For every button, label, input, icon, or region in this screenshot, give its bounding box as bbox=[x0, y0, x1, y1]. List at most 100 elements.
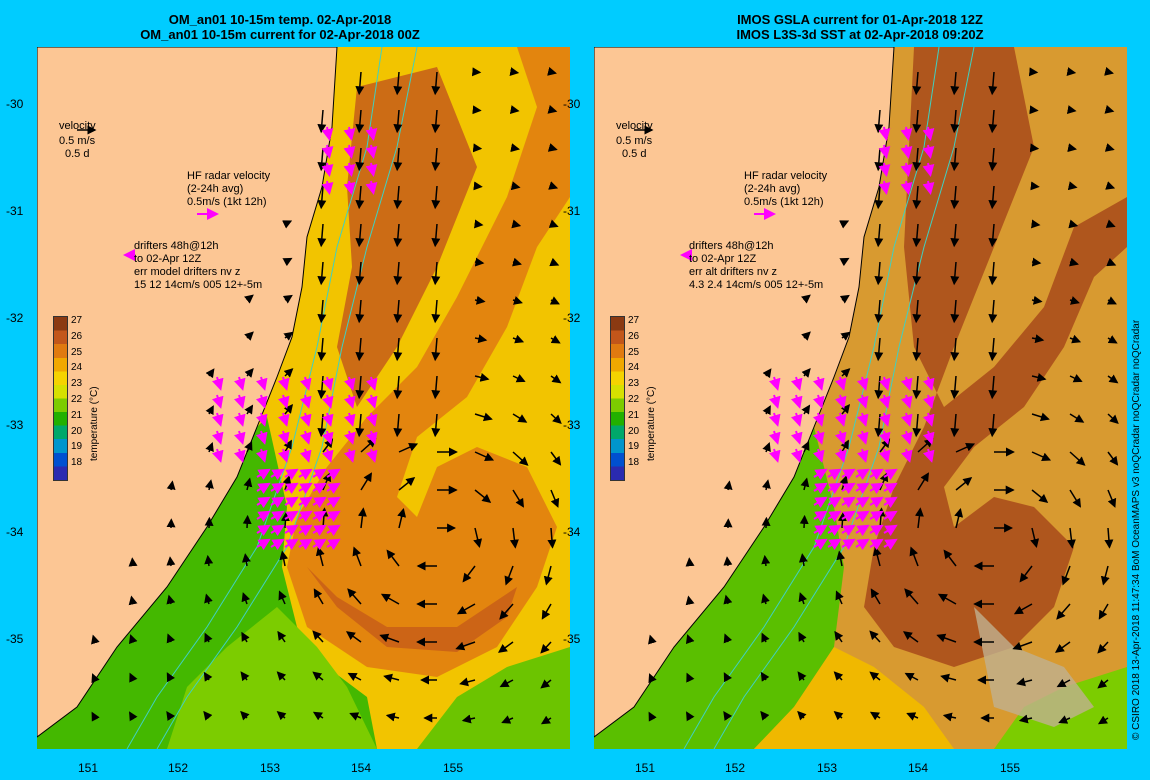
hf-radar-arrow bbox=[768, 376, 781, 391]
velocity-arrow bbox=[723, 594, 733, 605]
velocity-arrow bbox=[760, 710, 770, 721]
velocity-arrow bbox=[955, 443, 976, 453]
hf-radar-arrow bbox=[827, 482, 842, 495]
hf-radar-arrow bbox=[883, 496, 898, 509]
left-y-tick-label: -34 bbox=[6, 525, 24, 539]
velocity-arrow bbox=[686, 711, 695, 722]
velocity-arrow bbox=[1105, 181, 1116, 190]
velocity-arrow bbox=[1056, 603, 1071, 620]
velocity-arrow bbox=[1061, 565, 1071, 586]
hf-radar-arrow bbox=[900, 126, 913, 141]
hf-radar-arrow bbox=[211, 430, 224, 445]
velocity-arrow bbox=[988, 109, 998, 134]
velocity-arrow bbox=[950, 261, 960, 286]
velocity-arrow bbox=[393, 109, 403, 134]
right-colorbar bbox=[610, 316, 625, 481]
velocity-arrow bbox=[317, 337, 327, 362]
left-x-tick-label: 153 bbox=[259, 761, 281, 775]
hf-radar-arrow bbox=[321, 448, 334, 463]
velocity-arrow bbox=[317, 109, 327, 134]
velocity-arrow bbox=[1067, 143, 1077, 153]
velocity-arrow bbox=[988, 299, 998, 324]
velocity-arrow bbox=[166, 556, 176, 567]
velocity-arrow bbox=[914, 507, 924, 529]
velocity-arrow bbox=[473, 527, 483, 549]
velocity-arrow bbox=[550, 335, 561, 344]
colorbar-tick-label: 21 bbox=[71, 409, 83, 421]
velocity-arrow bbox=[355, 299, 365, 324]
velocity-arrow bbox=[355, 147, 365, 172]
hf-radar-arrow bbox=[878, 162, 891, 177]
left-hf-scale: 0.5m/s (1kt 12h) bbox=[187, 196, 267, 208]
velocity-arrow bbox=[547, 105, 558, 114]
right-y-tick-label: -32 bbox=[563, 311, 581, 325]
velocity-arrow bbox=[954, 507, 964, 529]
velocity-arrow bbox=[1106, 296, 1117, 305]
velocity-arrow bbox=[431, 109, 441, 134]
right-velocity-legend: velocity 0.5 m/s 0.5 d bbox=[616, 120, 653, 161]
hf-radar-arrow bbox=[869, 538, 884, 551]
velocity-arrow bbox=[801, 331, 811, 341]
hf-radar-arrow bbox=[856, 394, 869, 409]
hf-radar-arrow bbox=[298, 496, 313, 509]
hf-radar-arrow bbox=[855, 524, 870, 537]
left-colorbar-title: temperature (°C) bbox=[89, 386, 100, 461]
velocity-arrow bbox=[128, 634, 138, 645]
velocity-arrow bbox=[1107, 335, 1118, 344]
velocity-arrow bbox=[940, 673, 957, 683]
velocity-arrow bbox=[801, 440, 810, 453]
velocity-arrow bbox=[1104, 143, 1115, 152]
velocity-arrow bbox=[474, 295, 486, 305]
velocity-arrow bbox=[317, 261, 327, 286]
velocity-arrow bbox=[723, 711, 733, 722]
hf-radar-arrow bbox=[878, 448, 891, 463]
velocity-arrow bbox=[648, 673, 657, 684]
hf-radar-arrow bbox=[299, 448, 312, 463]
hf-radar-arrow bbox=[256, 496, 271, 509]
hf-radar-arrow bbox=[883, 482, 898, 495]
velocity-arrow bbox=[386, 549, 400, 567]
colorbar-tick-label: 24 bbox=[71, 362, 83, 374]
hf-radar-arrow bbox=[321, 430, 334, 445]
hf-radar-arrow bbox=[299, 412, 312, 427]
velocity-arrow bbox=[398, 476, 416, 491]
hf-radar-arrow bbox=[922, 448, 935, 463]
hf-radar-arrow bbox=[883, 538, 898, 551]
velocity-arrow bbox=[761, 593, 770, 605]
velocity-arrow bbox=[548, 181, 559, 190]
hf-radar-arrow bbox=[812, 412, 825, 427]
velocity-arrow bbox=[1066, 67, 1077, 76]
hf-radar-arrow bbox=[900, 394, 913, 409]
velocity-arrow bbox=[349, 712, 362, 721]
velocity-arrow bbox=[313, 588, 324, 605]
hf-radar-arrow bbox=[922, 144, 935, 159]
left-map bbox=[37, 47, 570, 749]
velocity-arrow bbox=[431, 413, 441, 438]
velocity-arrow bbox=[383, 673, 400, 683]
velocity-arrow bbox=[1031, 372, 1047, 382]
velocity-arrow bbox=[872, 546, 882, 567]
right-hf-label: HF radar velocity bbox=[744, 170, 828, 182]
velocity-arrow bbox=[760, 671, 770, 682]
velocity-arrow bbox=[1069, 451, 1086, 466]
velocity-arrow bbox=[1056, 678, 1071, 688]
right-x-tick-label: 151 bbox=[634, 761, 656, 775]
left-drifter-legend: drifters 48h@12h to 02-Apr 12Z err model… bbox=[134, 240, 262, 292]
hf-radar-arrow bbox=[321, 126, 334, 141]
hf-radar-arrow bbox=[841, 510, 856, 523]
velocity-arrow bbox=[240, 710, 250, 721]
velocity-arrow bbox=[870, 588, 881, 605]
right-y-tick-label: -31 bbox=[563, 204, 581, 218]
hf-radar-arrow bbox=[365, 162, 378, 177]
velocity-arrow bbox=[1107, 451, 1119, 466]
velocity-arrow bbox=[393, 147, 403, 172]
colorbar-tick-label: 20 bbox=[628, 425, 640, 437]
velocity-arrow bbox=[355, 223, 365, 248]
hf-radar-arrow bbox=[841, 468, 856, 481]
hf-radar-arrow bbox=[900, 448, 913, 463]
velocity-arrow bbox=[685, 634, 695, 645]
hf-radar-arrow bbox=[343, 126, 356, 141]
hf-radar-arrow bbox=[277, 412, 290, 427]
velocity-arrow bbox=[282, 220, 293, 229]
velocity-arrow bbox=[950, 375, 960, 400]
